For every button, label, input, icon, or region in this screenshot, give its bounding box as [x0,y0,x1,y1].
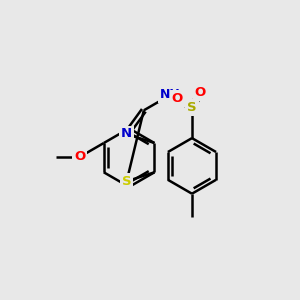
Text: S: S [122,175,131,188]
Text: NH: NH [160,88,181,101]
Text: O: O [172,92,183,105]
Text: O: O [195,86,206,99]
Text: S: S [187,101,197,114]
Text: O: O [74,150,85,164]
Text: N: N [121,128,132,140]
